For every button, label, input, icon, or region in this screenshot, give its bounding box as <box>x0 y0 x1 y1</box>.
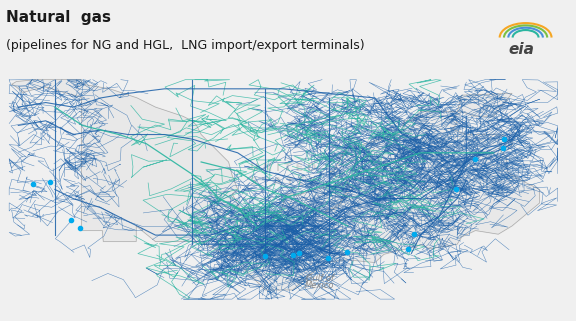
Polygon shape <box>12 80 540 290</box>
Text: Mexico: Mexico <box>305 281 335 290</box>
Text: S T A T E S: S T A T E S <box>250 177 317 187</box>
Text: eia: eia <box>509 42 534 56</box>
Text: (pipelines for NG and HGL,  LNG import/export terminals): (pipelines for NG and HGL, LNG import/ex… <box>6 39 365 51</box>
Text: U N I T E D: U N I T E D <box>251 163 317 173</box>
Text: Natural  gas: Natural gas <box>6 10 111 25</box>
Text: Gulf of: Gulf of <box>306 274 334 283</box>
